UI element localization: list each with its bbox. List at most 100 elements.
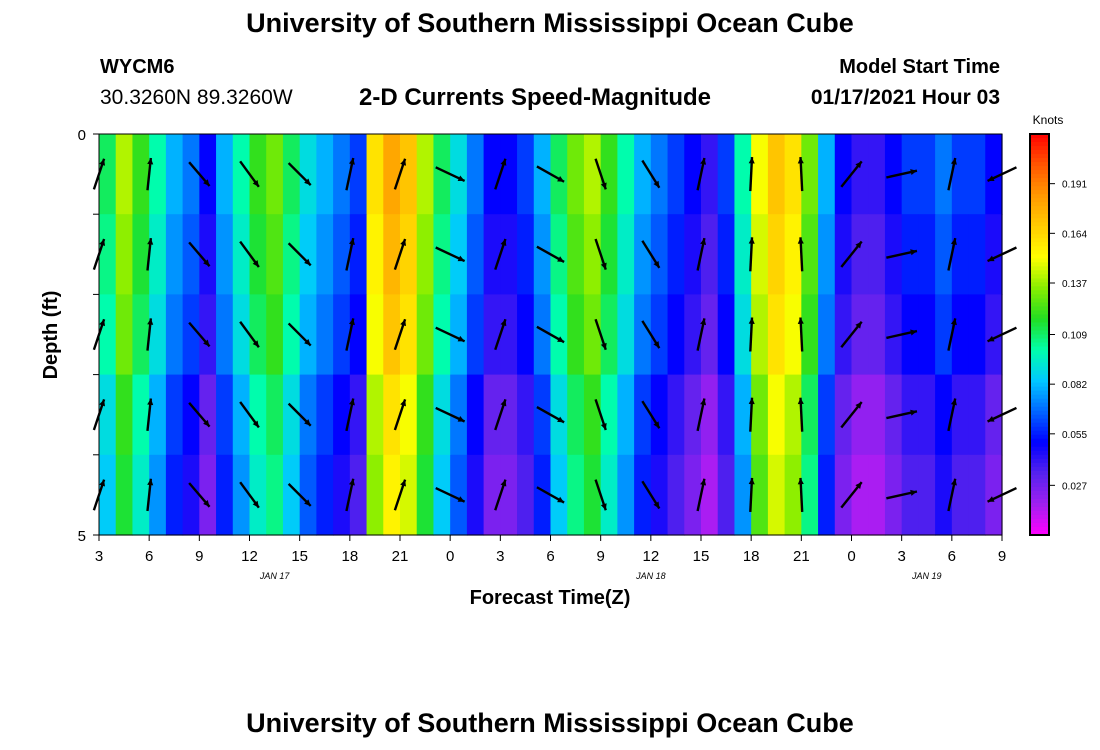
current-arrow xyxy=(239,160,260,188)
current-arrow xyxy=(146,157,154,191)
heatmap-cell xyxy=(684,134,702,215)
current-arrow xyxy=(947,318,957,351)
colorbar-step xyxy=(1030,282,1049,287)
heatmap-cell xyxy=(366,134,384,215)
heatmap-cell xyxy=(935,134,953,215)
colorbar-step xyxy=(1030,190,1049,195)
colorbar-step xyxy=(1030,462,1049,468)
heatmap-cell xyxy=(316,374,334,456)
current-arrow xyxy=(594,399,607,431)
heatmap-cell xyxy=(282,134,301,215)
colorbar-tick-label: 0.082 xyxy=(1062,380,1087,391)
heatmap-cell xyxy=(583,214,602,295)
current-arrow xyxy=(641,480,661,510)
current-arrow xyxy=(797,157,804,192)
heatmap-cell xyxy=(583,374,602,456)
heatmap-cell xyxy=(466,374,485,456)
colorbar-step xyxy=(1030,214,1049,219)
heatmap-cell xyxy=(634,214,652,295)
current-arrow xyxy=(188,402,211,428)
heatmap-cell xyxy=(985,294,1003,376)
heatmap-cell xyxy=(935,214,953,295)
heatmap-cell xyxy=(450,374,468,456)
current-arrow xyxy=(947,398,957,432)
colorbar-step xyxy=(1030,182,1049,187)
colorbar-step xyxy=(1030,466,1049,472)
heatmap-cell xyxy=(416,294,435,376)
colorbar-step xyxy=(1030,266,1049,271)
heatmap-cell xyxy=(333,294,351,376)
heatmap-cell xyxy=(349,454,368,536)
heatmap-cell xyxy=(333,134,351,215)
current-arrow xyxy=(696,398,707,432)
colorbar-step xyxy=(1030,446,1049,452)
x-tick-label: 0 xyxy=(847,548,855,565)
heatmap-cell xyxy=(968,294,986,376)
heatmap-cell xyxy=(634,374,652,456)
x-tick-label: 3 xyxy=(496,548,504,565)
current-arrow xyxy=(748,397,755,432)
heatmap-cell xyxy=(216,134,234,215)
heatmap-cell xyxy=(717,214,736,295)
heatmap-cell xyxy=(834,454,853,536)
heatmap-cell xyxy=(634,134,652,215)
heatmap-cell xyxy=(249,134,267,215)
heatmap-cell xyxy=(901,134,919,215)
heatmap-cell xyxy=(951,134,970,215)
heatmap-cell xyxy=(500,374,518,456)
heatmap-cell xyxy=(400,134,418,215)
heatmap-cell xyxy=(701,374,719,456)
heatmap-cell xyxy=(517,374,535,456)
colorbar-step xyxy=(1030,482,1049,488)
colorbar-step xyxy=(1030,134,1049,139)
heatmap-cell xyxy=(149,294,167,376)
heatmap-cell xyxy=(450,214,468,295)
colorbar-step xyxy=(1030,162,1049,167)
colorbar-step xyxy=(1030,222,1049,227)
heatmap-cell xyxy=(951,454,970,536)
colorbar-step xyxy=(1030,522,1049,528)
heatmap-cell xyxy=(550,214,568,295)
heatmap-cell xyxy=(818,374,836,456)
heatmap-cell xyxy=(115,214,134,295)
heatmap-cell xyxy=(767,374,786,456)
heatmap-cell xyxy=(918,374,936,456)
heatmap-cell xyxy=(483,214,501,295)
current-arrow xyxy=(840,481,863,509)
current-arrow xyxy=(239,240,260,268)
colorbar-step xyxy=(1030,402,1049,408)
colorbar-step xyxy=(1030,306,1049,312)
heatmap-cell xyxy=(433,294,451,376)
date-label: JAN 18 xyxy=(635,571,666,581)
heatmap-cell xyxy=(400,214,418,295)
current-arrow xyxy=(696,318,707,351)
heatmap-cell xyxy=(951,214,970,295)
heatmap-cell xyxy=(767,134,786,215)
x-tick-label: 21 xyxy=(793,548,810,565)
y-axis-label: Depth (ft) xyxy=(40,291,62,380)
colorbar-step xyxy=(1030,374,1049,380)
heatmap-cell xyxy=(533,214,552,295)
current-arrow xyxy=(797,397,804,432)
heatmap-cell xyxy=(517,454,535,536)
heatmap-cell xyxy=(232,294,251,376)
x-tick-label: 9 xyxy=(998,548,1006,565)
x-tick-label: 9 xyxy=(195,548,203,565)
heatmap-cell xyxy=(316,454,334,536)
heatmap-cell xyxy=(784,294,802,376)
heatmap-cell xyxy=(784,454,802,536)
heatmap-cell xyxy=(567,374,585,456)
heatmap-cell xyxy=(333,214,351,295)
heatmap-cell xyxy=(483,454,501,536)
heatmap-cell xyxy=(132,374,150,456)
colorbar-title: Knots xyxy=(1033,113,1064,127)
colorbar-step xyxy=(1030,370,1049,376)
heatmap-cell xyxy=(99,374,117,456)
heatmap-cell xyxy=(533,454,552,536)
heatmap-cell xyxy=(567,214,585,295)
heatmap-cell xyxy=(132,134,150,215)
colorbar-step xyxy=(1030,254,1049,259)
page-title: University of Southern Mississippi Ocean… xyxy=(246,8,854,38)
colorbar-step xyxy=(1030,218,1049,223)
x-tick-label: 9 xyxy=(596,548,604,565)
